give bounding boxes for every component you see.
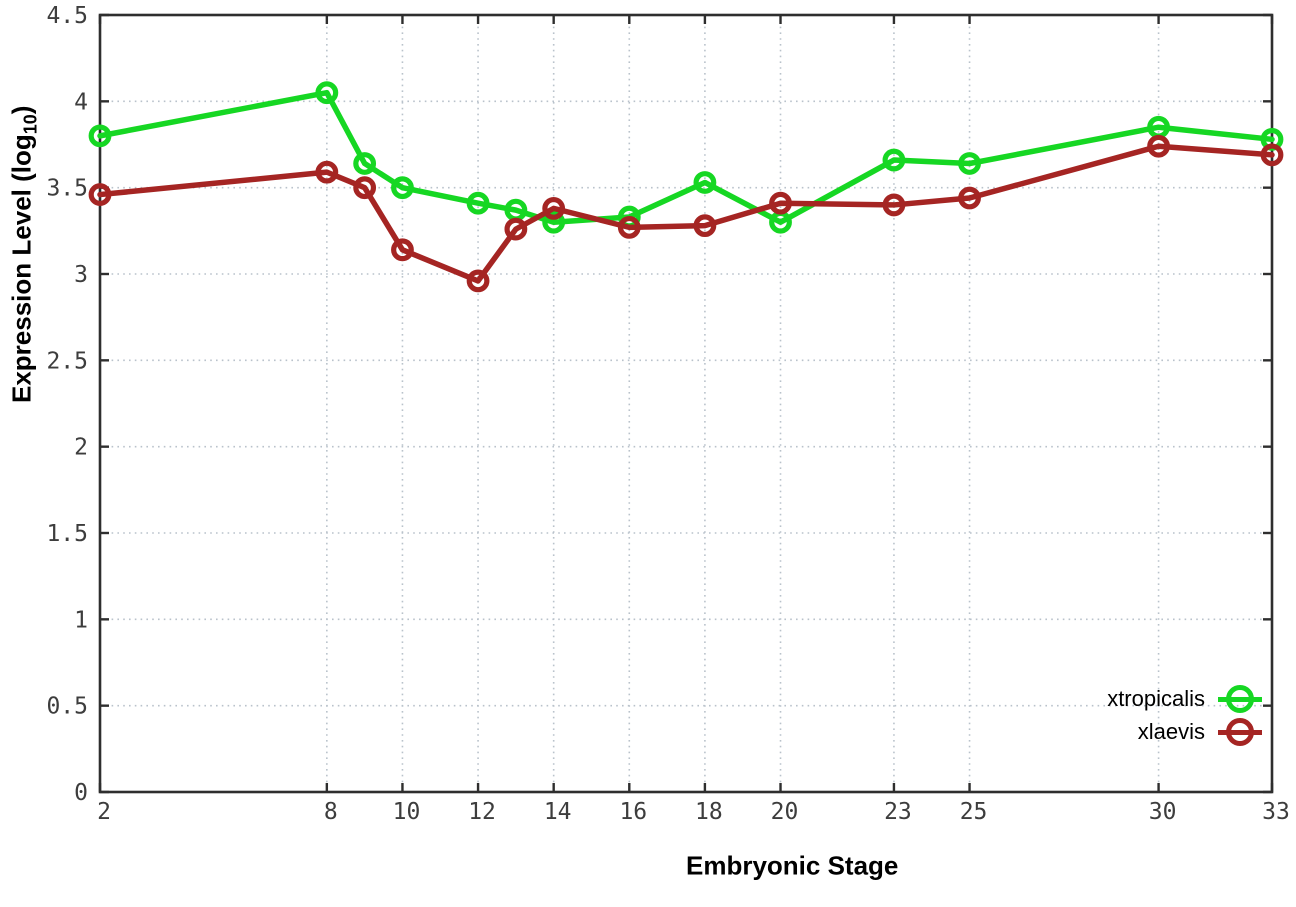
x-tick-label: 14 bbox=[544, 799, 572, 825]
y-axis-title-close: ) bbox=[6, 105, 37, 115]
y-tick-label: 2 bbox=[74, 435, 88, 461]
y-tick-label: 2.5 bbox=[46, 348, 88, 374]
y-axis-title-subscript: 10 bbox=[20, 114, 41, 135]
y-tick-label: 3 bbox=[74, 262, 88, 288]
data-point-xlaevis bbox=[769, 191, 792, 215]
x-tick-label: 8 bbox=[324, 799, 338, 825]
data-point-xlaevis bbox=[504, 217, 528, 241]
legend-sample-xlaevis bbox=[1218, 717, 1262, 747]
data-point-xlaevis bbox=[617, 215, 641, 239]
legend-label-xtropicalis: xtropicalis bbox=[1107, 686, 1205, 711]
data-point-xtropicalis bbox=[391, 176, 414, 200]
legend-item-xlaevis: xlaevis bbox=[1107, 717, 1262, 747]
y-tick-label: 3.5 bbox=[46, 176, 88, 202]
data-point-xtropicalis bbox=[315, 81, 339, 105]
data-point-xlaevis bbox=[1260, 143, 1284, 167]
y-tick-label: 1.5 bbox=[46, 521, 88, 547]
data-point-xlaevis bbox=[958, 186, 981, 210]
data-point-xlaevis bbox=[353, 176, 377, 200]
x-tick-label: 16 bbox=[619, 799, 647, 825]
legend-label-xlaevis: xlaevis bbox=[1137, 719, 1205, 744]
x-tick-label: 18 bbox=[695, 799, 723, 825]
data-point-xlaevis bbox=[882, 193, 906, 217]
data-point-xtropicalis bbox=[88, 124, 112, 148]
data-point-xlaevis bbox=[1147, 134, 1170, 158]
y-tick-label: 0.5 bbox=[46, 694, 88, 720]
data-point-xtropicalis bbox=[882, 148, 906, 172]
y-axis-title-text: Expression Level (log bbox=[6, 134, 37, 403]
legend-circle-marker bbox=[1226, 685, 1254, 713]
data-point-xtropicalis bbox=[693, 171, 717, 194]
data-point-xtropicalis bbox=[353, 152, 377, 175]
x-tick-label: 20 bbox=[771, 799, 799, 825]
series-line-xlaevis bbox=[97, 143, 1275, 284]
data-point-xtropicalis bbox=[466, 191, 490, 215]
data-point-xlaevis bbox=[542, 196, 566, 220]
legend-circle-marker bbox=[1226, 718, 1254, 746]
legend-sample-xtropicalis bbox=[1218, 684, 1262, 714]
x-tick-label: 25 bbox=[960, 799, 988, 825]
data-point-xlaevis bbox=[315, 160, 339, 184]
x-tick-label: 33 bbox=[1262, 799, 1290, 825]
plot-frame bbox=[98, 13, 1274, 794]
legend: xtropicalis xlaevis bbox=[1107, 684, 1262, 747]
y-tick-label: 1 bbox=[74, 607, 88, 633]
x-tick-label: 12 bbox=[468, 799, 496, 825]
x-tick-label: 2 bbox=[97, 799, 111, 825]
x-tick-label: 23 bbox=[884, 799, 912, 825]
x-tick-label: 30 bbox=[1149, 799, 1177, 825]
data-point-xlaevis bbox=[693, 214, 717, 238]
data-point-xtropicalis bbox=[542, 210, 566, 234]
legend-item-xtropicalis: xtropicalis bbox=[1107, 684, 1262, 714]
x-tick-label: 10 bbox=[393, 799, 421, 825]
data-point-xlaevis bbox=[391, 238, 414, 262]
y-tick-label: 4.5 bbox=[46, 3, 88, 29]
data-point-xlaevis bbox=[88, 183, 112, 206]
data-point-xtropicalis bbox=[958, 152, 981, 175]
data-point-xlaevis bbox=[466, 269, 490, 293]
series-line-xtropicalis bbox=[97, 89, 1275, 225]
y-tick-label: 0 bbox=[74, 780, 88, 806]
y-tick-label: 4 bbox=[74, 89, 88, 115]
